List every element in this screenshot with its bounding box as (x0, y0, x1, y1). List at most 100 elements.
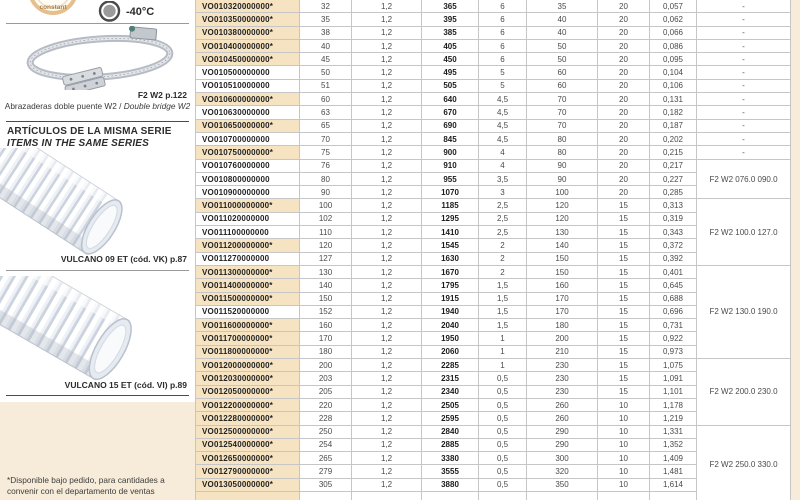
product-code-cell: VO011200000000* (195, 238, 300, 253)
spec-cell: 228 (299, 411, 352, 426)
spec-cell: 20 (597, 78, 650, 94)
spec-cell: 1915 (421, 291, 479, 306)
spec-cell: 3,5 (478, 171, 527, 187)
spec-cell: 320 (526, 464, 598, 479)
vulcano-15-image (0, 224, 170, 384)
spec-cell: 0,104 (649, 65, 697, 80)
spec-cell: 0,086 (649, 38, 697, 54)
spec-cell: 0,217 (649, 158, 697, 173)
product-code-cell: VO012200000000* (195, 397, 300, 413)
spec-cell: 230 (526, 371, 598, 386)
spec-cell: 1295 (421, 211, 479, 227)
spec-cell: 70 (299, 131, 352, 147)
spec-cell: 1,2 (351, 198, 422, 213)
product-code-cell: VO011500000000* (195, 291, 300, 306)
spec-cell: 1,2 (351, 358, 422, 373)
spec-cell: 70 (526, 92, 598, 107)
spec-cell: 1,352 (649, 437, 697, 453)
spec-cell: 180 (299, 344, 352, 360)
spec-cell: 40 (526, 25, 598, 40)
spec-cell (299, 490, 352, 500)
table-row: VO010450000000* 45 1,2 450 6 50 20 0,095- (195, 52, 791, 67)
table-row: VO010700000000 70 1,2 845 4,5 80 20 0,202- (195, 131, 791, 147)
spec-cell: 4 (478, 145, 527, 160)
divider (6, 395, 189, 396)
spec-cell: 6 (478, 38, 527, 54)
product-code-cell: VO012500000000* (195, 424, 300, 439)
spec-cell: 102 (299, 211, 352, 227)
spec-cell: 250 (299, 424, 352, 439)
spec-cell: 1,2 (351, 251, 422, 266)
product-code-cell: VO010450000000* (195, 52, 300, 67)
spec-cell: 150 (526, 264, 598, 280)
spec-cell: 2 (478, 251, 527, 266)
spec-cell: 10 (597, 424, 650, 439)
spec-cell: 20 (597, 65, 650, 80)
product-code-cell: VO011020000000 (195, 211, 300, 227)
table-row: VO010650000000* 65 1,2 690 4,5 70 20 0,187- (195, 118, 791, 133)
vulcano-09-caption: VULCANO 09 ET (cód. VK) p.87 (60, 254, 187, 264)
spec-cell: 20 (597, 92, 650, 107)
spec-cell: 200 (299, 358, 352, 373)
spec-cell: 1,2 (351, 25, 422, 40)
spec-cell: 32 (299, 0, 352, 14)
spec-cell: 50 (299, 65, 352, 80)
spec-cell: 160 (526, 278, 598, 293)
spec-cell: 0,062 (649, 12, 697, 27)
spec-cell: 0,313 (649, 198, 697, 213)
spec-cell: 1,2 (351, 384, 422, 399)
spec-cell: 1,2 (351, 278, 422, 293)
spec-cell: 1,101 (649, 384, 697, 399)
spec-cell: 4 (478, 158, 527, 173)
spec-cell: 505 (421, 78, 479, 94)
spec-cell: 1,2 (351, 105, 422, 120)
clamp-ref-cell: F2 W2 250.0 330.0 (696, 424, 791, 500)
spec-cell: 15 (597, 358, 650, 373)
spec-cell: 0,5 (478, 477, 527, 492)
spec-cell (478, 490, 527, 500)
spec-cell: 0,227 (649, 171, 697, 187)
table-row: VO011700000000* 170 1,2 1950 1 200 15 0,922 (195, 331, 791, 346)
spec-cell: 1,2 (351, 38, 422, 54)
clamp-ref-cell: - (696, 78, 791, 94)
spec-cell: 1940 (421, 304, 479, 320)
spec-cell: 6 (478, 25, 527, 40)
spec-cell: 3 (478, 185, 527, 200)
spec-cell: 1,409 (649, 451, 697, 466)
spec-cell: 0,066 (649, 25, 697, 40)
spec-cell: 0,696 (649, 304, 697, 320)
spec-cell: 3380 (421, 451, 479, 466)
spec-cell: 90 (526, 158, 598, 173)
spec-table-container: VO010320000000* 32 1,2 365 6 35 20 0,057- VO0103… (195, 0, 791, 500)
product-code-cell: VO012000000000* (195, 358, 300, 373)
product-code-cell: VO010320000000* (195, 0, 300, 14)
spec-cell: 50 (526, 38, 598, 54)
spec-cell: 1,2 (351, 171, 422, 187)
spec-cell: 10 (597, 451, 650, 466)
temperature-value: -40°C (126, 6, 155, 18)
spec-cell: 160 (299, 318, 352, 333)
product-code-cell: VO010750000000* (195, 145, 300, 160)
table-row: VO011020000000 102 1,2 1295 2,5 120 15 0,319 (195, 211, 791, 227)
product-code-cell: VO010650000000* (195, 118, 300, 133)
spec-cell: 15 (597, 318, 650, 333)
spec-cell: 230 (526, 384, 598, 399)
table-row: VO012030000000* 203 1,2 2315 0,5 230 15 1,091 (195, 371, 791, 386)
spec-cell: 1410 (421, 225, 479, 240)
spec-cell: 70 (526, 105, 598, 120)
footnote-line-2: convenir con el departamento de ventas (7, 486, 155, 496)
table-row: VO012650000000* 265 1,2 3380 0,5 300 10 1,409 (195, 451, 791, 466)
product-code-cell: VO010350000000* (195, 12, 300, 27)
spec-cell: 4,5 (478, 105, 527, 120)
spec-cell: 1,2 (351, 92, 422, 107)
spec-cell: 845 (421, 131, 479, 147)
spec-cell: 2595 (421, 411, 479, 426)
table-row: VO010400000000* 40 1,2 405 6 50 20 0,086- (195, 38, 791, 54)
spec-cell: 120 (526, 198, 598, 213)
spec-cell: 2 (478, 264, 527, 280)
spec-cell: 1,5 (478, 291, 527, 306)
badge-label: constant (39, 4, 67, 11)
spec-cell: 670 (421, 105, 479, 120)
clamp-ref-cell: F2 W2 076.0 090.0 (696, 158, 791, 200)
spec-cell: 0,5 (478, 464, 527, 479)
